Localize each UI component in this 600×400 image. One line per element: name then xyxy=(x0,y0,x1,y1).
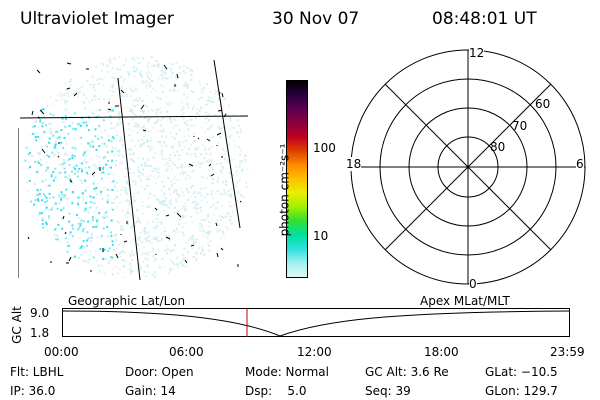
orbit-altitude-plot xyxy=(62,308,570,337)
colorbar-tick-100: 100 xyxy=(313,141,336,155)
status-seq: Seq: 39 xyxy=(365,384,411,398)
auroral-emission-speckle xyxy=(24,55,249,279)
colorbar-tick-10: 10 xyxy=(313,229,329,243)
mlt-label-18: 18 xyxy=(346,157,362,171)
orbit-ytick-9: 9.0 xyxy=(30,306,50,320)
status-flt: Flt: LBHL xyxy=(10,365,64,379)
status-gc-alt: GC Alt: 3.6 Re xyxy=(365,365,449,379)
orbit-plot-frame xyxy=(62,308,570,337)
status-glon: GLon: 129.7 xyxy=(485,384,558,398)
status-gain: Gain: 14 xyxy=(125,384,176,398)
orbit-left-title: Geographic Lat/Lon xyxy=(68,294,186,308)
polar-diagonal-2 xyxy=(384,83,552,251)
geographic-image-panel xyxy=(18,55,249,281)
instrument-title: Ultraviolet Imager xyxy=(20,9,174,29)
xtick-1200: 12:00 xyxy=(297,345,332,359)
orbit-y-axis-label: GC Alt xyxy=(9,306,24,344)
colorbar xyxy=(286,80,308,278)
mlt-label-6: 6 xyxy=(576,157,584,171)
status-dsp: Dsp: 5.0 xyxy=(245,384,307,398)
lat-label-60: 60 xyxy=(535,97,551,111)
status-ip: IP: 36.0 xyxy=(10,384,56,398)
status-mode: Mode: Normal xyxy=(245,365,329,379)
polar-mlt-plot xyxy=(350,49,586,285)
xtick-1800: 18:00 xyxy=(424,345,459,359)
orbit-right-title: Apex MLat/MLT xyxy=(420,294,510,308)
status-glat: GLat: −10.5 xyxy=(485,365,558,379)
orbit-altitude-curve xyxy=(62,310,570,337)
lat-label-70: 70 xyxy=(512,119,528,133)
mlt-label-12: 12 xyxy=(469,46,485,60)
time-label: 08:48:01 UT xyxy=(432,9,537,29)
geographic-grid-lines xyxy=(18,59,249,281)
mlt-label-0: 0 xyxy=(469,277,477,291)
xtick-2359: 23:59 xyxy=(550,345,585,359)
lat-label-80: 80 xyxy=(490,140,506,154)
xtick-0600: 06:00 xyxy=(169,345,204,359)
colorbar-unit-label: photon cm⁻²s⁻¹ xyxy=(277,143,292,237)
xtick-0000: 00:00 xyxy=(44,345,79,359)
date-label: 30 Nov 07 xyxy=(272,9,360,29)
status-door: Door: Open xyxy=(125,365,194,379)
orbit-ytick-1-8: 1.8 xyxy=(30,326,50,340)
